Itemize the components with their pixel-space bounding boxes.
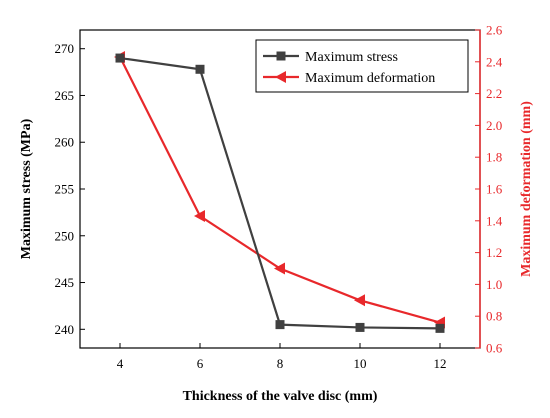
right-tick-label: 1.6 xyxy=(486,182,503,197)
right-tick-label: 0.6 xyxy=(486,341,503,356)
data-point-stress xyxy=(355,322,365,332)
right-tick-label: 0.8 xyxy=(486,309,502,324)
right-tick-label: 1.0 xyxy=(486,277,502,292)
legend-marker-deformation xyxy=(275,71,286,83)
x-axis: 4 6 8 10 12 xyxy=(117,343,447,371)
x-axis-title: Thickness of the valve disc (mm) xyxy=(183,389,378,404)
right-tick-label: 2.4 xyxy=(486,54,503,69)
series-deformation xyxy=(114,51,445,329)
x-tick-label: 6 xyxy=(197,356,204,371)
left-axis: 240 245 250 255 260 265 270 xyxy=(55,41,85,337)
legend: Maximum stress Maximum deformation xyxy=(255,39,469,93)
left-tick-label: 255 xyxy=(55,182,75,197)
series-layer xyxy=(114,51,445,333)
left-tick-label: 265 xyxy=(55,88,75,103)
right-axis: 0.6 0.8 1.0 1.2 1.4 1.6 1.8 2.0 2.2 2.4 2.6 xyxy=(475,23,503,356)
left-tick-label: 260 xyxy=(55,135,75,150)
right-tick-label: 1.8 xyxy=(486,150,502,165)
legend-box xyxy=(255,39,469,93)
legend-label-stress: Maximum stress xyxy=(305,50,398,65)
left-tick-label: 240 xyxy=(55,322,75,337)
data-point-deformation xyxy=(274,262,285,275)
right-axis-title: Maximum deformation (mm) xyxy=(519,101,534,277)
data-point-deformation xyxy=(354,294,365,307)
left-tick-label: 250 xyxy=(55,228,75,243)
left-axis-title: Maximum stress (MPa) xyxy=(19,118,34,259)
data-point-stress xyxy=(195,64,205,74)
right-tick-label: 2.0 xyxy=(486,118,502,133)
right-tick-label: 1.2 xyxy=(486,245,502,260)
legend-label-deformation: Maximum deformation xyxy=(305,71,435,86)
data-point-stress xyxy=(435,323,445,333)
data-point-deformation xyxy=(194,210,205,223)
series-line-deformation xyxy=(119,56,441,324)
right-tick-label: 2.6 xyxy=(486,23,503,38)
x-tick-label: 12 xyxy=(434,356,447,371)
legend-marker-stress xyxy=(276,51,286,61)
series-line-stress xyxy=(119,56,441,330)
right-tick-label: 2.2 xyxy=(486,86,502,101)
x-tick-label: 8 xyxy=(277,356,284,371)
left-tick-label: 270 xyxy=(55,41,75,56)
left-tick-label: 245 xyxy=(55,275,75,290)
x-tick-label: 10 xyxy=(354,356,367,371)
series-stress xyxy=(115,53,445,333)
x-tick-label: 4 xyxy=(117,356,124,371)
data-point-stress xyxy=(275,320,285,330)
data-point-stress xyxy=(115,53,125,63)
right-tick-label: 1.4 xyxy=(486,213,503,228)
